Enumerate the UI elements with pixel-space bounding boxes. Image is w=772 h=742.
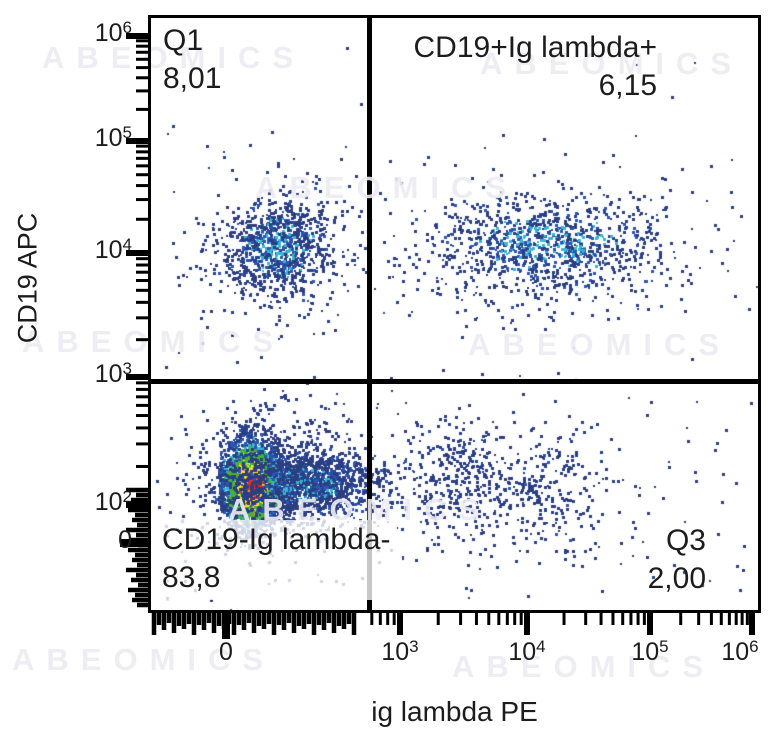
x-axis-ticks — [151, 613, 755, 639]
quadrant-q1-percent: 8,01 — [163, 62, 222, 95]
tick-label: 103 — [94, 359, 132, 388]
quadrant-q4-name: CD19-Ig lambda- — [162, 523, 391, 556]
quadrant-q3-name: Q3 — [665, 524, 706, 557]
tick-label: 102 — [94, 487, 132, 516]
tick-label: 103 — [381, 637, 419, 666]
y-axis-ticks — [120, 33, 148, 608]
y-axis-title: CD19 APC — [12, 212, 43, 344]
tick-label: 104 — [508, 637, 546, 666]
tick-label: 105 — [631, 637, 669, 666]
quadrant-label-q4: CD19-Ig lambda- 83,8 — [158, 520, 398, 600]
quadrant-q4-percent: 83,8 — [162, 561, 221, 594]
quadrant-gate-vertical — [367, 18, 372, 610]
quadrant-q2-name: CD19+Ig lambda+ — [413, 31, 658, 64]
quadrant-label-q1: Q1 8,01 — [163, 22, 221, 98]
tick-label: 0 — [219, 638, 233, 666]
tick-label: 105 — [94, 123, 132, 152]
x-axis-title: ig lambda PE — [371, 696, 538, 727]
tick-label: 0 — [118, 526, 132, 554]
tick-label: 106 — [721, 637, 759, 666]
tick-label: 106 — [94, 18, 132, 47]
quadrant-q1-name: Q1 — [163, 24, 204, 57]
quadrant-gate-horizontal — [151, 379, 758, 384]
quadrant-label-q2: CD19+Ig lambda+ 6,15 — [414, 29, 658, 105]
tick-label: 104 — [94, 235, 132, 264]
quadrant-q2-percent: 6,15 — [598, 69, 657, 102]
quadrant-label-q3: Q3 2,00 — [648, 522, 706, 598]
quadrant-q3-percent: 2,00 — [647, 562, 706, 595]
plot-border — [148, 15, 761, 613]
